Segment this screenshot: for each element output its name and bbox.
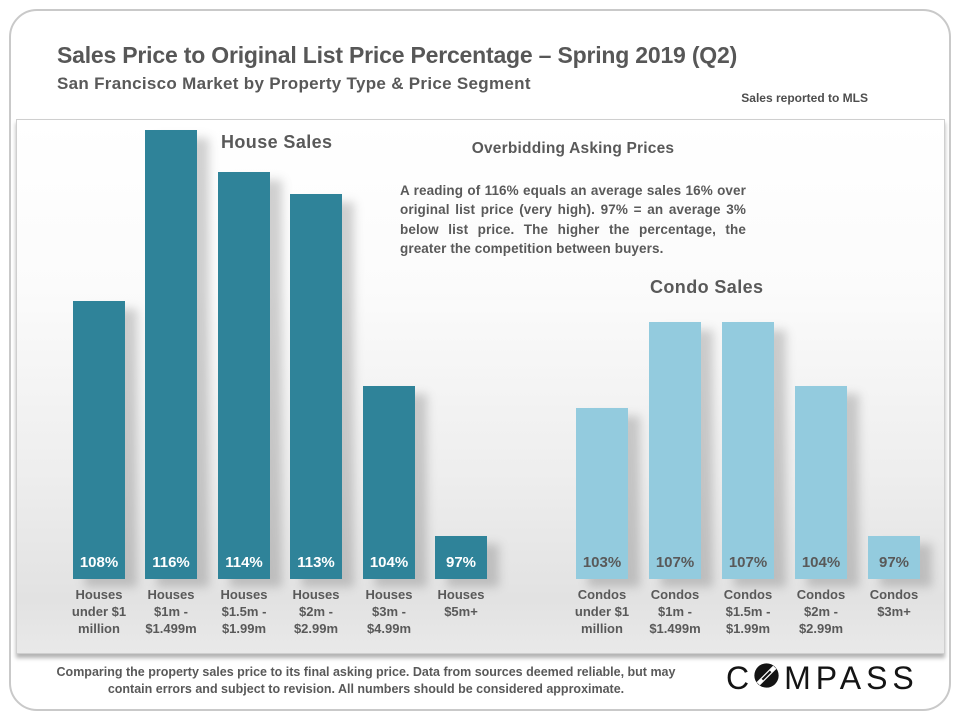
bar: 103% [576,408,628,579]
bar-value-label: 97% [878,554,910,571]
bar-value-label: 104% [369,554,409,571]
brand-suffix: MPASS [784,660,919,696]
bar: 107% [722,322,774,579]
annotation-body: A reading of 116% equals an average sale… [400,183,746,256]
category-label: Houses under $1 million [71,587,127,637]
category-label: Houses $1m - $1.499m [145,587,197,637]
condo-sales-label: Condo Sales [650,277,764,297]
compass-logo: C MPASS [726,660,919,697]
category-label: Houses $3m - $4.99m [365,587,413,637]
category-label: Houses $5m+ [437,587,485,620]
bar: 108% [73,301,125,579]
category-label: Houses $1.5m - $1.99m [220,587,268,637]
annotation-heading: Overbidding Asking Prices [471,140,675,157]
bar-column: 104% Houses $3m - $4.99m [353,386,425,636]
mls-note: Sales reported to MLS [741,91,868,105]
brand-prefix: C [726,660,755,696]
footer-disclaimer: Comparing the property sales price to it… [56,665,676,696]
chart-panel: House Sales Condo Sales Overbidding Aski… [16,119,945,654]
category-label: Condos $1.5m - $1.99m [723,587,773,637]
category-label: Condos under $1 million [574,587,630,637]
bar-value-label: 114% [225,554,263,571]
bar-value-label: 103% [582,554,622,571]
bar: 107% [649,322,701,579]
page-subtitle: San Francisco Market by Property Type & … [57,74,531,93]
bar-value-label: 107% [655,554,695,571]
bar-value-label: 104% [801,554,841,571]
bar-column: 104% Condos $2m - $2.99m [785,386,857,636]
compass-o-icon [753,660,780,697]
bar: 97% [868,536,920,579]
bar: 104% [363,386,415,579]
bar: 114% [218,172,270,579]
bar-column: 113% Houses $2m - $2.99m [280,194,352,636]
house-sales-label: House Sales [221,132,333,152]
category-label: Condos $2m - $2.99m [796,587,846,637]
bar-column: 108% Houses under $1 million [63,301,135,636]
bar-value-label: 107% [728,554,768,571]
bar-column: 116% Houses $1m - $1.499m [135,130,207,636]
category-label: Condos $1m - $1.499m [649,587,701,637]
bar-column: 97% Condos $3m+ [858,536,930,619]
bar: 104% [795,386,847,579]
bar: 113% [290,194,342,579]
bar-column: 107% Condos $1.5m - $1.99m [712,322,784,636]
bar-value-label: 116% [152,554,190,571]
bar-value-label: 108% [79,554,119,571]
bar-column: 103% Condos under $1 million [566,408,638,636]
category-label: Condos $3m+ [869,587,919,620]
bar: 116% [145,130,197,579]
bar-column: 107% Condos $1m - $1.499m [639,322,711,636]
category-label: Houses $2m - $2.99m [292,587,340,637]
page-title: Sales Price to Original List Price Perce… [57,42,738,68]
bar-column: 114% Houses $1.5m - $1.99m [208,172,280,636]
bar: 97% [435,536,487,579]
bar-column: 97% Houses $5m+ [425,536,497,619]
bar-value-label: 113% [297,554,335,571]
bar-value-label: 97% [445,554,477,571]
